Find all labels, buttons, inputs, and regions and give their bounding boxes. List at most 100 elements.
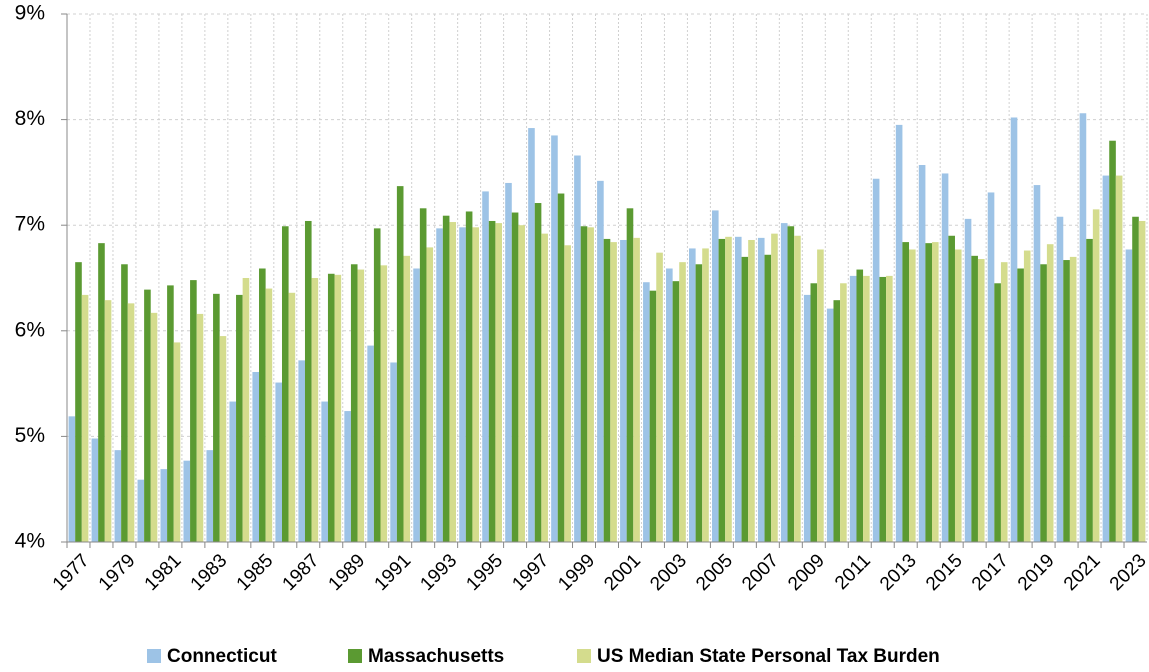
bar <box>1017 268 1024 542</box>
bar <box>288 292 296 542</box>
bar <box>173 342 181 542</box>
bar <box>1046 244 1054 542</box>
bar <box>1102 175 1110 542</box>
x-tick-label: 2005 <box>692 550 737 595</box>
bar <box>449 222 457 543</box>
x-tick-label: 1989 <box>325 550 370 595</box>
bar <box>695 264 703 542</box>
bar <box>948 235 955 542</box>
bar <box>196 313 204 542</box>
bar <box>918 165 926 542</box>
bar <box>580 226 588 543</box>
bar <box>183 460 191 542</box>
bar <box>144 289 151 542</box>
x-tick-label: 2011 <box>831 550 875 594</box>
x-tick-label: 1983 <box>187 550 232 595</box>
bar <box>1056 216 1064 542</box>
bar <box>304 220 312 542</box>
bar <box>541 233 548 542</box>
bar <box>672 281 680 542</box>
bar <box>298 360 305 542</box>
bar <box>909 249 916 542</box>
x-tick-label: 1979 <box>95 550 140 595</box>
bar <box>442 215 450 543</box>
x-tick-label: 2003 <box>646 550 691 595</box>
bar <box>656 252 663 542</box>
bar <box>518 225 525 542</box>
bar <box>633 237 640 542</box>
bar <box>98 243 105 543</box>
bar <box>1092 209 1100 543</box>
bar <box>597 180 604 542</box>
bar <box>403 255 411 542</box>
y-tick-label: 6% <box>15 318 45 341</box>
bar <box>741 256 749 542</box>
bar <box>511 212 519 542</box>
x-tick-label: 1999 <box>554 550 599 595</box>
bar <box>206 450 214 542</box>
bar <box>794 235 801 542</box>
x-tick-label: 1995 <box>462 550 507 595</box>
bar <box>810 283 818 542</box>
bar <box>649 290 657 542</box>
legend-label: Connecticut <box>167 646 277 667</box>
x-tick-label: 2023 <box>1106 550 1149 595</box>
bar <box>574 155 581 542</box>
bar <box>718 238 726 543</box>
bar <box>711 210 719 542</box>
bar <box>1033 185 1041 542</box>
legend-label: US Median State Personal Tax Burden <box>597 646 940 667</box>
bar <box>419 208 427 542</box>
bar <box>1138 220 1146 542</box>
bar <box>75 262 82 542</box>
bar <box>895 124 903 542</box>
bar <box>1023 250 1031 542</box>
bar <box>213 293 220 542</box>
bar <box>68 416 76 542</box>
bar <box>879 276 887 542</box>
bar <box>426 247 434 542</box>
bar <box>557 193 565 542</box>
x-tick-label: 1993 <box>416 550 461 595</box>
legend-label: Massachusetts <box>368 646 504 667</box>
bar <box>780 223 788 542</box>
bar <box>219 336 227 542</box>
bar <box>886 275 893 542</box>
bar <box>725 236 732 543</box>
bar <box>925 243 933 543</box>
bar <box>367 345 374 542</box>
bar <box>104 300 112 542</box>
bar <box>1079 113 1087 542</box>
bar <box>803 294 811 542</box>
bar <box>81 294 89 542</box>
bar <box>275 382 282 542</box>
bar <box>872 178 880 542</box>
bar <box>849 275 857 542</box>
bar <box>121 264 128 542</box>
bar <box>620 239 627 542</box>
bar <box>643 282 650 542</box>
bar <box>265 288 273 542</box>
bar <box>488 220 496 542</box>
bar <box>91 438 99 542</box>
bar <box>702 248 709 542</box>
bar <box>465 211 473 543</box>
bar <box>757 237 765 542</box>
bar <box>840 283 847 542</box>
bar <box>1000 262 1008 542</box>
bar <box>826 308 834 542</box>
bar <box>787 226 795 543</box>
bar <box>564 245 571 542</box>
bar <box>167 285 174 542</box>
bar <box>748 239 755 542</box>
bar <box>311 278 319 542</box>
bar <box>1125 249 1133 542</box>
bar <box>1086 238 1093 543</box>
bar <box>528 128 535 542</box>
bar <box>160 469 168 542</box>
x-tick-label: 1981 <box>141 550 186 595</box>
bar <box>236 294 243 542</box>
bar <box>689 248 696 542</box>
bar <box>603 238 611 543</box>
